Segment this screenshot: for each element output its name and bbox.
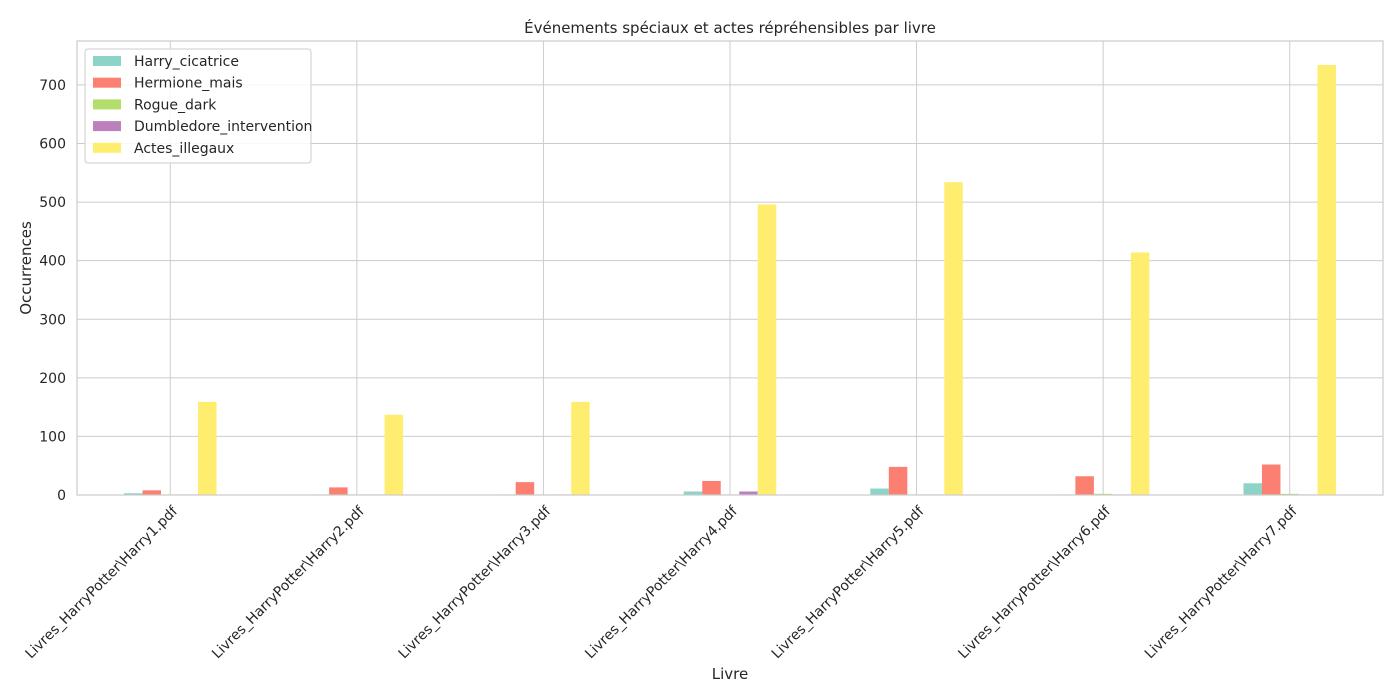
x-tick-label: Livres_HarryPotter\Harry6.pdf xyxy=(955,503,1114,662)
bar xyxy=(198,401,217,495)
x-tick-label: Livres_HarryPotter\Harry1.pdf xyxy=(23,503,182,662)
bar xyxy=(571,401,590,495)
bar xyxy=(1261,464,1281,495)
x-tick-label: Livres_HarryPotter\Harry4.pdf xyxy=(582,503,741,662)
bar xyxy=(142,490,162,495)
x-axis-ticks: Livres_HarryPotter\Harry1.pdf Livres_Harr… xyxy=(23,503,1302,662)
x-tick-label: Livres_HarryPotter\Harry7.pdf xyxy=(1142,503,1301,662)
legend-label: Hermione_mais xyxy=(134,76,243,92)
chart-title: Événements spéciaux et actes répréhensib… xyxy=(524,18,936,37)
legend-label: Actes_illegaux xyxy=(134,141,234,157)
bar xyxy=(683,491,703,495)
bar xyxy=(1317,65,1336,495)
legend-swatch xyxy=(93,121,121,132)
bars xyxy=(124,65,1336,495)
x-tick-label: Livres_HarryPotter\Harry5.pdf xyxy=(769,503,928,662)
legend-swatch xyxy=(93,99,121,110)
bar xyxy=(124,493,143,495)
y-tick-label: 0 xyxy=(57,488,66,504)
y-tick-label: 700 xyxy=(39,78,66,94)
y-axis-ticks: 0 100 200 300 400 500 600 700 xyxy=(39,78,66,504)
x-axis-label: Livre xyxy=(712,665,748,683)
legend: Harry_cicatrice Hermione_mais Rogue_dark Du… xyxy=(84,48,312,164)
bar xyxy=(702,480,721,495)
y-tick-label: 200 xyxy=(39,371,66,387)
y-tick-label: 300 xyxy=(39,312,66,328)
y-tick-label: 400 xyxy=(39,254,66,270)
bar xyxy=(739,491,758,495)
legend-swatch xyxy=(93,56,121,66)
bar xyxy=(1075,476,1094,495)
bar xyxy=(384,414,404,495)
legend-label: Dumbledore_intervention xyxy=(134,119,312,135)
y-tick-label: 500 xyxy=(39,195,66,211)
bar xyxy=(515,482,535,495)
legend-label: Rogue_dark xyxy=(134,97,217,113)
grid xyxy=(77,41,1383,496)
bar xyxy=(870,488,889,495)
legend-box xyxy=(84,48,312,164)
legend-swatch xyxy=(93,77,121,88)
plot-frame xyxy=(76,40,1384,496)
bar xyxy=(888,466,908,495)
bar xyxy=(1130,252,1150,495)
y-axis-label: Occurrences xyxy=(17,221,35,315)
x-tick-label: Livres_HarryPotter\Harry3.pdf xyxy=(396,503,555,662)
bar xyxy=(944,182,963,495)
y-tick-label: 600 xyxy=(39,137,66,153)
bar xyxy=(757,204,777,495)
y-tick-label: 100 xyxy=(39,429,66,445)
bar xyxy=(1243,483,1262,495)
bar xyxy=(329,487,348,495)
legend-swatch xyxy=(93,142,121,153)
x-tick-label: Livres_HarryPotter\Harry2.pdf xyxy=(209,503,368,662)
legend-label: Harry_cicatrice xyxy=(134,54,239,70)
